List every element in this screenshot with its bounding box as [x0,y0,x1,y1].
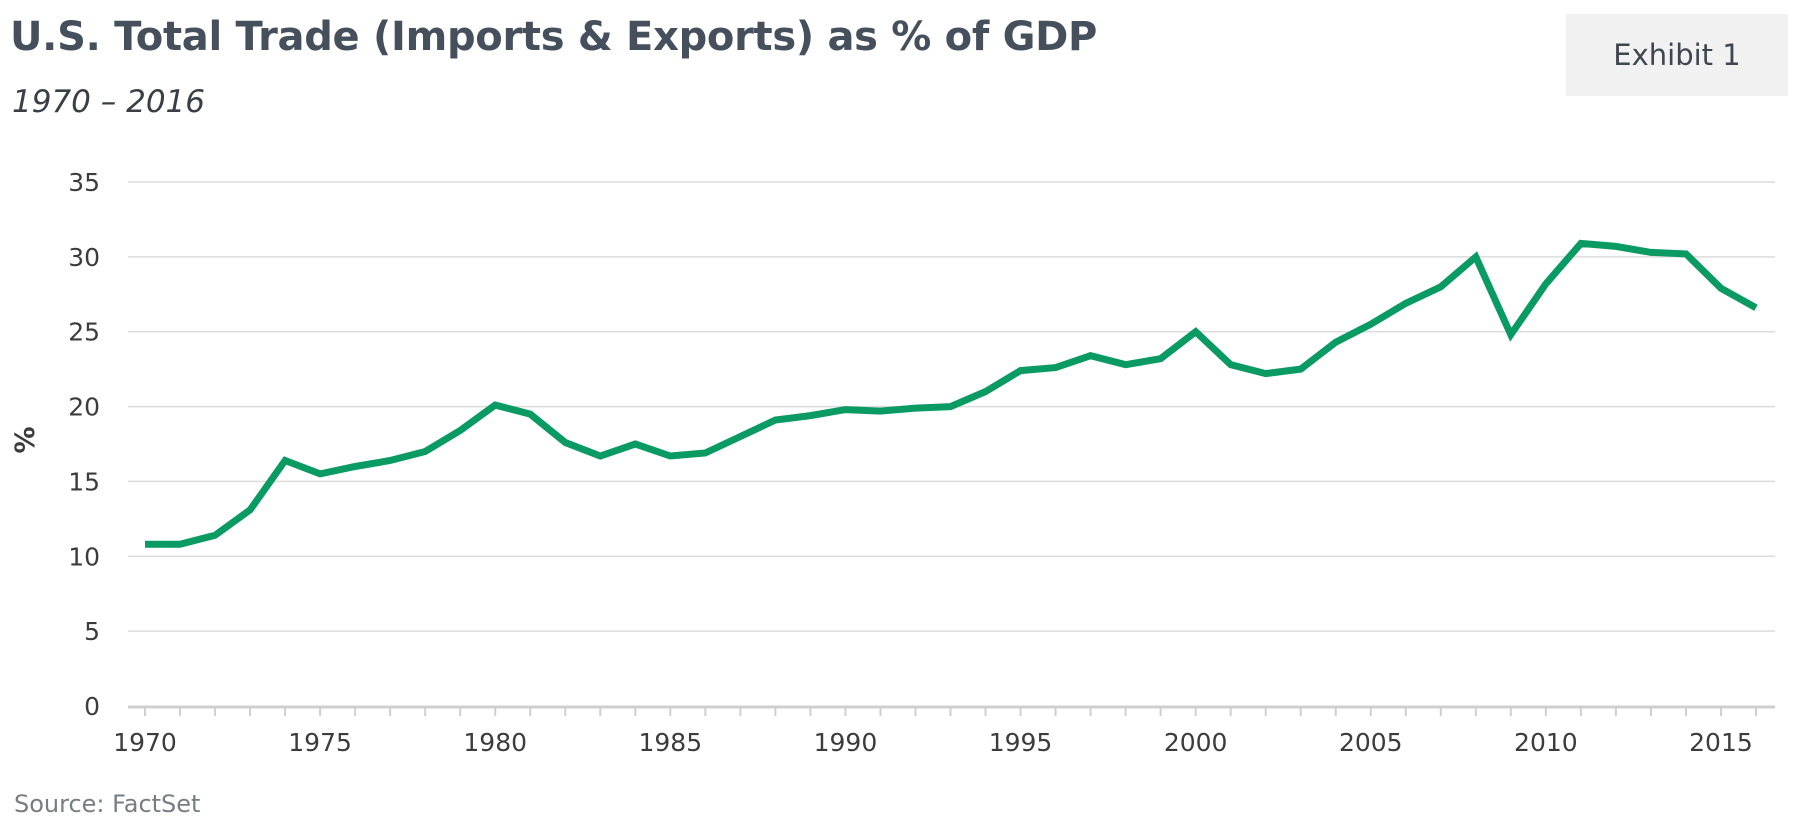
y-tick-label: 0 [84,692,100,721]
x-tick-label: 2005 [1339,728,1403,757]
source-note: Source: FactSet [14,790,201,818]
x-tick-label: 1995 [989,728,1053,757]
chart-subtitle: 1970 – 2016 [12,84,205,120]
x-tick-label: 2015 [1689,728,1753,757]
x-tick-label: 2010 [1514,728,1578,757]
y-axis-label: % [10,426,41,453]
series-line [145,239,1758,548]
gridlines [128,181,1775,632]
exhibit-badge: Exhibit 1 [1566,14,1788,96]
chart-title: U.S. Total Trade (Imports & Exports) as … [10,14,1098,60]
y-tick-label: 10 [68,542,100,571]
y-tick-label: 25 [68,318,100,347]
y-tick-label: 35 [68,168,100,197]
y-tick-label: 20 [68,393,100,422]
x-tick-label: 1990 [814,728,878,757]
y-tick-label: 5 [84,617,100,646]
axes: 0 5 10 15 20 25 30 35 1970 1975 1980 1985 1990 1995 20… [68,168,1775,757]
x-tick-label: 1985 [639,728,703,757]
x-tick-label: 1980 [463,728,527,757]
x-tick-label: 1970 [113,728,177,757]
y-tick-label: 30 [68,243,100,272]
y-tick-label: 15 [68,467,100,496]
x-tick-label: 1975 [288,728,352,757]
series-layer [144,239,1758,548]
x-tick-label: 2000 [1164,728,1228,757]
